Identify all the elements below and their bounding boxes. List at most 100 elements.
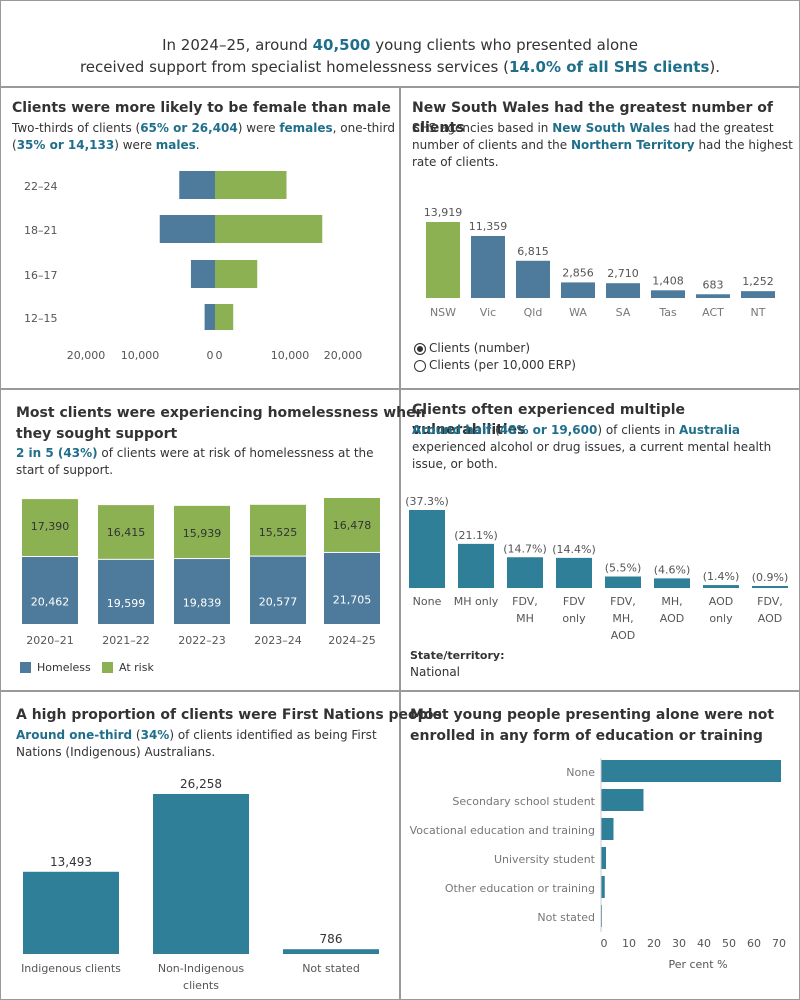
category-label: University student — [494, 853, 596, 866]
state-panel-title: New South Wales had the greatest number … — [412, 100, 773, 136]
value-label: (1.4%) — [703, 570, 740, 583]
category-label: NT — [751, 306, 766, 319]
at-risk-bar — [22, 499, 78, 557]
state-filter-value[interactable]: National — [410, 665, 461, 679]
value-label: 786 — [320, 932, 343, 946]
state-bar — [471, 235, 505, 298]
edu-panel-title-1: Most young people presenting alone were … — [410, 707, 775, 723]
radio-unselected-icon — [414, 360, 426, 372]
value-label: 683 — [703, 278, 724, 291]
indigenous-status-bar — [283, 949, 379, 954]
state-panel-subtitle-3: rate of clients. — [412, 155, 499, 169]
homeless-stacked-chart: 20,462 17,390 2020–21 19,599 16,415 2021–22 19… — [20, 498, 380, 674]
category-label: Indigenous clients — [21, 962, 121, 975]
category-label: Tas — [658, 306, 677, 319]
category-label: Not stated — [537, 911, 595, 924]
category-label: clients — [183, 979, 219, 992]
homeless-value-label: 20,577 — [259, 595, 298, 608]
radio-clients-rate[interactable]: Clients (per 10,000 ERP) — [414, 358, 576, 372]
category-label: Vic — [480, 306, 496, 319]
indigenous-status-bar — [153, 794, 249, 954]
radio-selected-icon — [414, 343, 426, 355]
vulnerability-bar — [654, 578, 690, 588]
vuln-panel-title: Clients often experienced multiple vulne… — [412, 402, 686, 438]
category-label: only — [709, 612, 733, 625]
vuln-panel-subtitle-3: issue, or both. — [412, 457, 498, 471]
indigenous-status-bar — [23, 871, 119, 954]
indig-panel-title: A high proportion of clients were First … — [16, 707, 442, 723]
state-bar — [696, 294, 730, 298]
vulnerabilities-chart: (37.3%) None (21.1%) MH only (14.7%) FDV, MH (1… — [405, 495, 788, 642]
homeless-bar — [250, 556, 306, 624]
header-banner: In 2024–25, around 40,500 young clients … — [0, 0, 800, 88]
homeless-panel-title-2: they sought support — [16, 426, 178, 442]
homeless-panel-subtitle-2: start of support. — [16, 463, 114, 477]
age-tick-label: 22–24 — [24, 180, 58, 193]
homeless-value-label: 19,839 — [183, 597, 222, 610]
state-panel-subtitle-2: number of clients and the Northern Terri… — [412, 138, 793, 152]
category-label: None — [413, 595, 442, 608]
at-risk-value-label: 15,525 — [259, 526, 298, 539]
category-label: Other education or training — [445, 882, 595, 895]
category-label: MH, — [612, 612, 633, 625]
vulnerability-bar — [458, 543, 494, 588]
value-label: 11,359 — [469, 220, 508, 233]
category-label: FDV, — [757, 595, 783, 608]
female-bar — [215, 260, 258, 288]
state-bar — [426, 222, 460, 298]
state-bar — [516, 260, 550, 298]
at-risk-bar — [324, 498, 380, 552]
homeless-bar — [324, 552, 380, 624]
homeless-value-label: 19,599 — [107, 597, 146, 610]
category-label: SA — [616, 306, 631, 319]
age-tick-label: 16–17 — [24, 269, 58, 282]
at-risk-value-label: 16,478 — [333, 519, 372, 532]
education-bar — [601, 847, 606, 869]
x-tick-label: 50 — [722, 937, 736, 950]
indig-panel-subtitle-2: Nations (Indigenous) Australians. — [16, 745, 216, 759]
year-label: 2022–23 — [178, 634, 226, 647]
value-label: 2,710 — [607, 267, 639, 280]
category-label: AOD — [611, 629, 635, 642]
value-label: (5.5%) — [605, 561, 642, 574]
state-bar — [741, 291, 775, 298]
at-risk-value-label: 15,939 — [183, 527, 222, 540]
value-label: 1,252 — [742, 275, 774, 288]
at-risk-bar — [98, 505, 154, 559]
homeless-bar — [22, 557, 78, 624]
year-label: 2021–22 — [102, 634, 150, 647]
value-label: 1,408 — [652, 274, 684, 287]
category-label: FDV — [563, 595, 586, 608]
education-chart: None Secondary school student Vocational e… — [410, 758, 786, 971]
vulnerability-bar — [409, 510, 445, 588]
legend-homeless-swatch — [20, 662, 31, 673]
x-tick-label: 70 — [772, 937, 786, 950]
value-label: (14.4%) — [552, 543, 596, 556]
radio-clients-number[interactable]: Clients (number) — [414, 341, 530, 355]
category-label: Qld — [524, 306, 543, 319]
category-label: None — [566, 766, 595, 779]
vulnerability-bar — [703, 585, 739, 588]
education-bar — [601, 760, 781, 782]
vuln-panel-subtitle-1: Around half (48% or 19,600) of clients i… — [412, 423, 741, 437]
category-label: WA — [569, 306, 587, 319]
category-label: AOD — [758, 612, 782, 625]
value-label: (21.1%) — [454, 529, 498, 542]
sex-panel-title: Clients were more likely to be female th… — [12, 100, 391, 116]
year-label: 2023–24 — [254, 634, 302, 647]
state-bar — [651, 290, 685, 298]
indigenous-chart: 13,493 Indigenous clients 26,258 Non-Indige… — [21, 777, 379, 992]
category-label: MH only — [454, 595, 499, 608]
value-label: 26,258 — [180, 777, 222, 791]
vuln-panel-subtitle-2: experienced alcohol or drug issues, a cu… — [412, 440, 772, 454]
legend-homeless-label: Homeless — [37, 661, 91, 674]
male-bar — [204, 304, 215, 330]
x-tick-label: 0 — [216, 349, 223, 362]
vulnerability-bar — [605, 576, 641, 588]
age-tick-label: 12–15 — [24, 312, 58, 325]
education-bar — [601, 876, 605, 898]
homeless-bar — [174, 559, 230, 624]
sex-panel-subtitle-2: (35% or 14,133) were males. — [12, 138, 200, 152]
category-label: AOD — [660, 612, 684, 625]
male-bar — [190, 260, 215, 288]
